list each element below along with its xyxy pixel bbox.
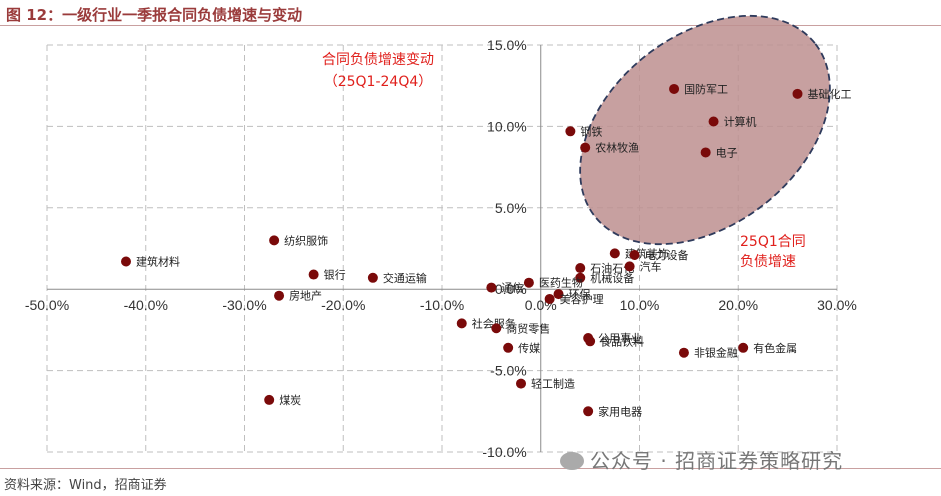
data-point — [585, 336, 596, 347]
data-point — [367, 272, 378, 283]
data-point — [575, 272, 586, 283]
point-label: 家用电器 — [598, 404, 642, 418]
point-label: 社会服务 — [472, 316, 516, 330]
point-label: 石油石化 — [590, 261, 634, 275]
point-label: 传媒 — [518, 342, 540, 355]
point-label: 有色金属 — [753, 341, 797, 355]
point-label: 环保 — [569, 287, 591, 301]
data-point — [580, 142, 591, 153]
point-label: 银行 — [324, 268, 346, 282]
x-tick-label: 10.0% — [620, 297, 660, 313]
point-label: 轻工制造 — [531, 377, 575, 391]
wechat-icon — [560, 451, 584, 470]
annotation-growth-label: 25Q1合同 — [740, 234, 806, 250]
x-tick-label: -30.0% — [222, 297, 266, 313]
highlight-ellipse — [579, 14, 831, 246]
data-point — [609, 248, 620, 259]
data-point — [669, 83, 680, 94]
point-label: 电子 — [716, 146, 738, 159]
y-tick-label: 15.0% — [487, 37, 527, 53]
annotation-growth-label: 负债增速 — [740, 254, 796, 270]
point-label: 纺织服饰 — [284, 233, 328, 247]
point-label: 汽车 — [640, 259, 662, 273]
point-label: 食品饮料 — [600, 334, 644, 348]
x-tick-label: -40.0% — [124, 297, 168, 313]
y-tick-label: -5.0% — [490, 363, 527, 379]
y-tick-label: -10.0% — [482, 444, 526, 460]
data-point — [516, 378, 526, 389]
data-point — [553, 289, 564, 300]
point-label: 公用事业 — [598, 332, 642, 345]
grid-layer — [46, 44, 838, 453]
data-point — [274, 290, 285, 301]
data-point — [629, 250, 640, 261]
y-tick-label: 5.0% — [495, 200, 527, 216]
point-label: 国防军工 — [684, 82, 728, 96]
data-point — [700, 147, 711, 158]
x-tick-label: 20.0% — [718, 297, 758, 313]
point-label: 商贸零售 — [506, 321, 550, 335]
x-tick-label: -10.0% — [420, 297, 464, 313]
point-label: 煤炭 — [279, 394, 301, 407]
data-point — [575, 263, 586, 274]
data-point — [708, 116, 719, 127]
data-point — [121, 256, 131, 267]
point-label: 钢铁 — [580, 125, 602, 138]
point-label: 机械设备 — [590, 271, 634, 285]
data-point — [264, 394, 275, 405]
point-label: 电力设备 — [645, 248, 689, 262]
point-label: 建筑材料 — [136, 255, 180, 269]
x-tick-label: 30.0% — [817, 297, 857, 313]
data-point — [456, 318, 467, 329]
data-point — [583, 406, 594, 417]
data-point — [738, 342, 749, 353]
point-label: 农林牧渔 — [595, 141, 639, 155]
watermark-text: 公众号 · 招商证券策略研究 — [590, 449, 844, 473]
y-tick-label: 0.0% — [495, 281, 527, 297]
data-point — [308, 269, 319, 280]
data-point — [503, 342, 514, 353]
x-tick-label: -50.0% — [25, 297, 69, 313]
point-label: 房地产 — [289, 289, 322, 303]
point-label: 基础化工 — [808, 87, 852, 101]
point-label: 美容护理 — [560, 292, 604, 306]
data-point — [792, 88, 803, 99]
figure-title: 图 12：一级行业一季报合同负债增速与变动 — [6, 6, 303, 24]
top-rule — [0, 25, 941, 26]
data-point — [565, 126, 576, 137]
data-point — [678, 347, 689, 358]
annotation-change-label: 合同负债增速变动 — [322, 52, 434, 68]
point-label: 通信 — [501, 282, 523, 295]
point-label: 非银金融 — [694, 346, 738, 360]
source-note: 资料来源：Wind，招商证券 — [4, 478, 167, 493]
point-label: 交通运输 — [383, 271, 427, 285]
x-tick-label: -20.0% — [321, 297, 365, 313]
y-tick-label: 10.0% — [487, 118, 527, 134]
point-label: 医药生物 — [539, 276, 583, 290]
watermark: 公众号 · 招商证券策略研究 — [560, 445, 843, 474]
data-point — [624, 261, 635, 272]
data-point — [544, 293, 555, 304]
highlight-layer — [579, 14, 831, 246]
data-point — [486, 282, 497, 293]
bottom-rule — [0, 468, 941, 469]
data-point — [491, 323, 502, 334]
scatter-chart: -50.0% -40.0% -30.0% -20.0% -10.0% 0.0% 10.0% 2… — [25, 14, 857, 460]
axis-layer: -50.0% -40.0% -30.0% -20.0% -10.0% 0.0% 10.0% 2… — [25, 37, 857, 460]
point-label: 计算机 — [724, 115, 757, 129]
data-point — [269, 235, 280, 246]
annotation-change-label: （25Q1-24Q4） — [324, 74, 433, 90]
data-point — [523, 277, 534, 288]
